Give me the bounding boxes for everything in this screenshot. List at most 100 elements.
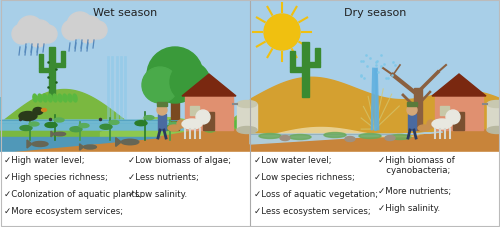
Circle shape bbox=[39, 26, 57, 44]
Polygon shape bbox=[27, 140, 32, 148]
Circle shape bbox=[177, 121, 185, 128]
Ellipse shape bbox=[48, 95, 52, 103]
Circle shape bbox=[29, 21, 51, 43]
Ellipse shape bbox=[45, 123, 57, 128]
Ellipse shape bbox=[487, 101, 500, 108]
Circle shape bbox=[446, 111, 460, 124]
Circle shape bbox=[79, 26, 97, 44]
Ellipse shape bbox=[218, 122, 232, 131]
Text: Dry season: Dry season bbox=[344, 8, 406, 18]
Ellipse shape bbox=[324, 133, 346, 138]
Bar bbox=[435, 96, 483, 131]
Ellipse shape bbox=[19, 112, 37, 121]
Ellipse shape bbox=[100, 125, 112, 130]
Ellipse shape bbox=[63, 95, 67, 103]
Text: ✓Low biomass of algae;: ✓Low biomass of algae; bbox=[128, 155, 231, 164]
Polygon shape bbox=[51, 132, 54, 137]
Circle shape bbox=[67, 13, 93, 39]
Circle shape bbox=[142, 68, 178, 104]
Bar bbox=[157, 103, 167, 106]
Bar bbox=[61, 52, 65, 64]
Ellipse shape bbox=[33, 108, 43, 115]
Bar bbox=[453, 113, 464, 131]
Ellipse shape bbox=[168, 126, 180, 131]
Text: ✓Loss of aquatic vegetation;: ✓Loss of aquatic vegetation; bbox=[254, 189, 378, 198]
Ellipse shape bbox=[53, 95, 57, 103]
Ellipse shape bbox=[79, 124, 89, 128]
Ellipse shape bbox=[33, 95, 37, 103]
Ellipse shape bbox=[280, 136, 290, 141]
Polygon shape bbox=[182, 75, 236, 96]
Bar bbox=[290, 68, 302, 73]
Ellipse shape bbox=[54, 118, 64, 122]
Ellipse shape bbox=[233, 121, 247, 128]
Bar bbox=[315, 49, 320, 63]
Bar bbox=[55, 64, 65, 68]
Ellipse shape bbox=[237, 127, 257, 134]
Bar bbox=[39, 69, 49, 73]
Ellipse shape bbox=[121, 140, 139, 145]
Ellipse shape bbox=[169, 122, 179, 126]
Polygon shape bbox=[0, 98, 200, 131]
Text: ✓More ecosystem services;: ✓More ecosystem services; bbox=[4, 206, 123, 215]
Bar bbox=[414, 89, 422, 131]
Bar bbox=[250, 0, 500, 152]
Bar bbox=[171, 99, 179, 131]
Text: ✓Low water level;: ✓Low water level; bbox=[254, 155, 332, 164]
Circle shape bbox=[264, 15, 300, 51]
Bar bbox=[203, 113, 214, 131]
Ellipse shape bbox=[160, 126, 172, 131]
Circle shape bbox=[12, 25, 32, 45]
Bar bbox=[308, 63, 320, 68]
Circle shape bbox=[62, 21, 82, 41]
Bar bbox=[0, 0, 250, 152]
Ellipse shape bbox=[68, 95, 72, 103]
Bar bbox=[49, 48, 55, 98]
Ellipse shape bbox=[345, 137, 355, 142]
Ellipse shape bbox=[289, 135, 311, 140]
Polygon shape bbox=[250, 131, 500, 152]
Text: ✓High biomass of: ✓High biomass of bbox=[378, 155, 455, 164]
Circle shape bbox=[17, 17, 43, 43]
Circle shape bbox=[170, 63, 210, 103]
Ellipse shape bbox=[237, 101, 257, 108]
Text: ✓Colonization of aquatic plants;: ✓Colonization of aquatic plants; bbox=[4, 189, 142, 198]
Bar bbox=[158, 114, 166, 131]
Ellipse shape bbox=[20, 126, 32, 131]
Ellipse shape bbox=[32, 142, 48, 147]
Ellipse shape bbox=[385, 136, 395, 141]
Ellipse shape bbox=[43, 95, 47, 103]
Bar bbox=[250, 140, 500, 152]
Text: cyanobacteria;: cyanobacteria; bbox=[378, 165, 450, 174]
Ellipse shape bbox=[203, 124, 217, 132]
Circle shape bbox=[79, 17, 101, 39]
Bar bbox=[0, 140, 250, 152]
Ellipse shape bbox=[58, 95, 62, 103]
Ellipse shape bbox=[432, 119, 452, 129]
Ellipse shape bbox=[70, 127, 82, 132]
Ellipse shape bbox=[359, 134, 381, 139]
Ellipse shape bbox=[73, 95, 77, 103]
Circle shape bbox=[427, 121, 435, 128]
Bar bbox=[185, 96, 233, 131]
Bar bbox=[290, 52, 295, 68]
Polygon shape bbox=[0, 137, 160, 152]
Polygon shape bbox=[0, 131, 250, 152]
Ellipse shape bbox=[487, 127, 500, 134]
Bar bbox=[302, 43, 309, 98]
Circle shape bbox=[157, 106, 167, 116]
Text: ✓More nutrients;: ✓More nutrients; bbox=[378, 186, 451, 195]
Text: ✓Less nutrients;: ✓Less nutrients; bbox=[128, 172, 199, 181]
Ellipse shape bbox=[135, 121, 147, 126]
Text: ✓Low salinity.: ✓Low salinity. bbox=[128, 189, 187, 198]
Bar bbox=[190, 106, 199, 116]
Ellipse shape bbox=[144, 116, 154, 120]
Ellipse shape bbox=[389, 135, 411, 140]
Ellipse shape bbox=[84, 145, 96, 149]
Ellipse shape bbox=[259, 134, 281, 139]
Ellipse shape bbox=[38, 95, 42, 103]
Polygon shape bbox=[116, 138, 121, 147]
Bar bbox=[0, 152, 500, 227]
Circle shape bbox=[29, 30, 47, 48]
Polygon shape bbox=[432, 75, 486, 96]
